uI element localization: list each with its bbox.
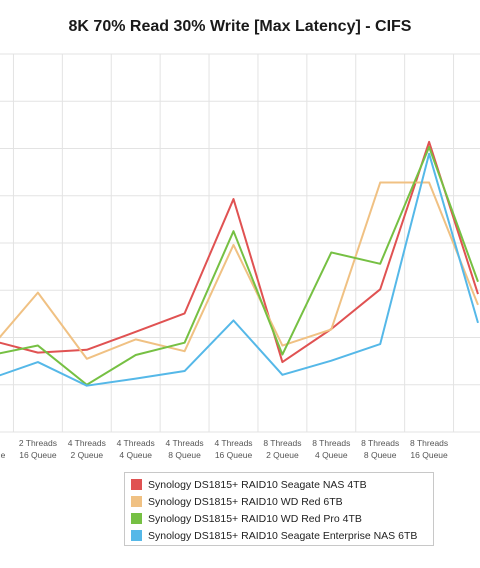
legend-label: Synology DS1815+ RAID10 Seagate Enterpri… <box>148 529 418 542</box>
x-tick-label: 8 Threads <box>410 438 448 448</box>
x-tick-label: 8 Queue <box>168 450 201 460</box>
legend-label: Synology DS1815+ RAID10 WD Red 6TB <box>148 495 343 508</box>
legend-swatch <box>131 479 142 490</box>
legend-label: Synology DS1815+ RAID10 Seagate NAS 4TB <box>148 478 367 491</box>
x-tick-label: 16 Queue <box>410 450 448 460</box>
x-tick-label: 2 Queue <box>70 450 103 460</box>
x-tick-label: 4 Threads <box>68 438 106 448</box>
series-lines <box>0 140 479 387</box>
series-line-2 <box>0 181 479 360</box>
series-line-3 <box>0 146 479 386</box>
series-line-4 <box>0 152 479 387</box>
legend-label: Synology DS1815+ RAID10 WD Red Pro 4TB <box>148 512 362 525</box>
x-tick-label: 8 Queue <box>364 450 397 460</box>
x-tick-label: 16 Queue <box>215 450 253 460</box>
gridlines <box>0 53 480 433</box>
x-axis-tick-labels: 2 Queue 2 Threads 16 Queue 4 Threads 2 Queue… <box>0 438 448 460</box>
x-tick-label: 8 Threads <box>263 438 301 448</box>
x-tick-label: 8 Threads <box>312 438 350 448</box>
x-tick-label: 4 Threads <box>214 438 252 448</box>
x-tick-label: 2 Queue <box>0 450 6 460</box>
legend-swatch <box>131 530 142 541</box>
x-tick-label: 4 Queue <box>119 450 152 460</box>
x-tick-label: 2 Queue <box>266 450 299 460</box>
chart-title: 8K 70% Read 30% Write [Max Latency] - CI… <box>68 18 412 35</box>
legend: Synology DS1815+ RAID10 Seagate NAS 4TB S… <box>124 472 434 546</box>
series-line-1 <box>0 140 479 364</box>
x-tick-label: 4 Queue <box>315 450 348 460</box>
x-tick-label: 8 Threads <box>361 438 399 448</box>
legend-item: Synology DS1815+ RAID10 Seagate Enterpri… <box>131 527 433 544</box>
x-tick-label: 4 Threads <box>166 438 204 448</box>
legend-item: Synology DS1815+ RAID10 Seagate NAS 4TB <box>131 476 433 493</box>
legend-swatch <box>131 496 142 507</box>
legend-item: Synology DS1815+ RAID10 WD Red 6TB <box>131 493 433 510</box>
legend-item: Synology DS1815+ RAID10 WD Red Pro 4TB <box>131 510 433 527</box>
x-tick-label: 2 Threads <box>19 438 57 448</box>
x-tick-label: 4 Threads <box>117 438 155 448</box>
legend-swatch <box>131 513 142 524</box>
x-tick-label: 16 Queue <box>19 450 57 460</box>
